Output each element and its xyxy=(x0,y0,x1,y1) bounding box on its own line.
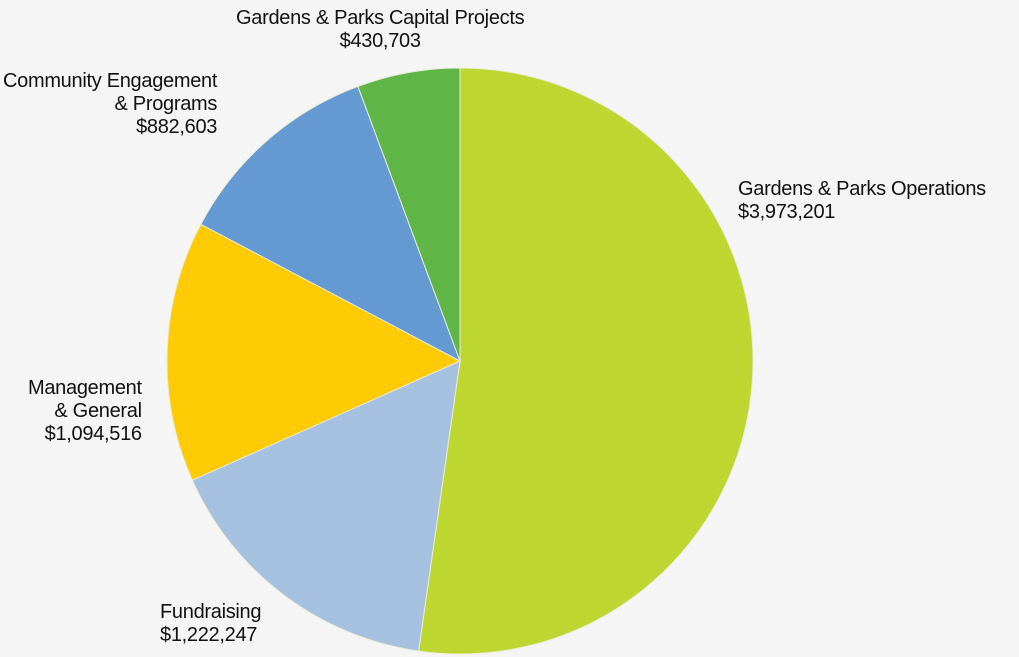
label-management-general: Management & General $1,094,516 xyxy=(28,377,142,446)
label-capital-projects-value: $430,703 xyxy=(339,30,421,52)
label-community-engagement: Community Engagement & Programs $882,603 xyxy=(3,70,217,139)
slice-management-general[interactable] xyxy=(166,223,462,481)
label-operations-name: Gardens & Parks Operations xyxy=(738,178,986,200)
label-fundraising-value: $1,222,247 xyxy=(160,624,258,646)
label-management-general-value: $1,094,516 xyxy=(44,423,142,445)
slice-community-engagement-programs[interactable] xyxy=(200,85,461,363)
label-capital-projects-name: Gardens & Parks Capital Projects xyxy=(236,7,525,29)
label-community-engagement-value: $882,603 xyxy=(136,116,218,138)
label-community-engagement-name: Community Engagement xyxy=(3,70,218,92)
slice-gardens-parks-operations[interactable] xyxy=(418,67,754,655)
slice-gardens-parks-capital-projects[interactable] xyxy=(357,67,461,362)
label-fundraising: Fundraising $1,222,247 xyxy=(160,601,262,647)
label-management-general-name-2: & General xyxy=(54,400,142,422)
label-community-engagement-name-2: & Programs xyxy=(114,93,218,115)
label-fundraising-name: Fundraising xyxy=(160,601,262,623)
label-capital-projects: Gardens & Parks Capital Projects $430,70… xyxy=(236,7,525,53)
label-operations: Gardens & Parks Operations $3,973,201 xyxy=(738,178,986,224)
slice-fundraising[interactable] xyxy=(191,360,461,652)
label-management-general-name: Management xyxy=(28,377,142,399)
label-operations-value: $3,973,201 xyxy=(738,201,836,223)
